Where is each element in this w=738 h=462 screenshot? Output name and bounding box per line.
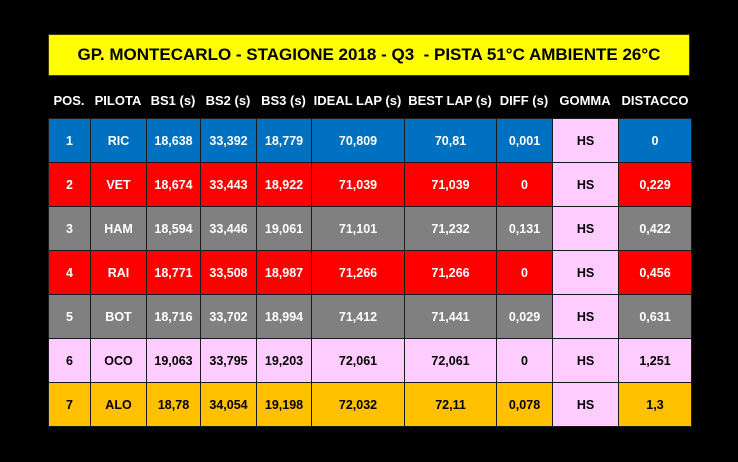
cell-diff: 0,078 (496, 382, 553, 427)
table-row: 1 RIC 18,638 33,392 18,779 70,809 70,81 … (48, 118, 692, 163)
cell-bs2: 33,795 (200, 338, 257, 383)
cell-best-lap: 72,061 (404, 338, 497, 383)
cell-gomma: HS (552, 206, 619, 251)
cell-bs2: 33,508 (200, 250, 257, 295)
cell-pilota: RIC (90, 118, 147, 163)
table-row: 6 OCO 19,063 33,795 19,203 72,061 72,061… (48, 338, 692, 383)
cell-bs2: 33,446 (200, 206, 257, 251)
cell-distacco: 0,456 (618, 250, 692, 295)
cell-gomma: HS (552, 382, 619, 427)
table-row: 5 BOT 18,716 33,702 18,994 71,412 71,441… (48, 294, 692, 339)
cell-bs2: 34,054 (200, 382, 257, 427)
column-header-gomma: GOMMA (559, 93, 611, 108)
cell-ideal-lap: 71,266 (311, 250, 405, 295)
cell-best-lap: 71,232 (404, 206, 497, 251)
qualifying-results-table: 1 RIC 18,638 33,392 18,779 70,809 70,81 … (48, 118, 692, 427)
column-header-row: POS. PILOTA BS1 (s) BS2 (s) BS3 (s) IDEA… (48, 88, 694, 114)
column-header-pos: POS. (53, 93, 85, 108)
cell-pilota: HAM (90, 206, 147, 251)
cell-gomma: HS (552, 338, 619, 383)
cell-bs3: 19,061 (256, 206, 312, 251)
cell-distacco: 1,3 (618, 382, 692, 427)
cell-ideal-lap: 71,039 (311, 162, 405, 207)
cell-diff: 0 (496, 338, 553, 383)
cell-best-lap: 71,441 (404, 294, 497, 339)
cell-bs3: 18,922 (256, 162, 312, 207)
cell-gomma: HS (552, 162, 619, 207)
cell-bs2: 33,443 (200, 162, 257, 207)
cell-best-lap: 72,11 (404, 382, 497, 427)
cell-bs3: 18,994 (256, 294, 312, 339)
cell-bs3: 18,987 (256, 250, 312, 295)
cell-ideal-lap: 72,032 (311, 382, 405, 427)
table-row: 4 RAI 18,771 33,508 18,987 71,266 71,266… (48, 250, 692, 295)
column-header-diff: DIFF (s) (499, 93, 549, 108)
cell-best-lap: 70,81 (404, 118, 497, 163)
cell-pilota: BOT (90, 294, 147, 339)
cell-pos: 1 (48, 118, 91, 163)
table-row: 3 HAM 18,594 33,446 19,061 71,101 71,232… (48, 206, 692, 251)
cell-pilota: RAI (90, 250, 147, 295)
cell-ideal-lap: 71,412 (311, 294, 405, 339)
cell-bs1: 18,638 (146, 118, 201, 163)
cell-pos: 4 (48, 250, 91, 295)
cell-bs1: 18,594 (146, 206, 201, 251)
cell-bs1: 18,674 (146, 162, 201, 207)
cell-best-lap: 71,266 (404, 250, 497, 295)
cell-distacco: 0,422 (618, 206, 692, 251)
column-header-bs1: BS1 (s) (150, 93, 196, 108)
cell-ideal-lap: 70,809 (311, 118, 405, 163)
cell-bs3: 19,198 (256, 382, 312, 427)
cell-distacco: 0,631 (618, 294, 692, 339)
cell-gomma: HS (552, 294, 619, 339)
cell-distacco: 0 (618, 118, 692, 163)
cell-pilota: VET (90, 162, 147, 207)
cell-pilota: OCO (90, 338, 147, 383)
cell-pilota: ALO (90, 382, 147, 427)
cell-best-lap: 71,039 (404, 162, 497, 207)
cell-diff: 0 (496, 162, 553, 207)
cell-bs1: 18,716 (146, 294, 201, 339)
cell-pos: 5 (48, 294, 91, 339)
column-header-bs3: BS3 (s) (261, 93, 306, 108)
cell-bs3: 18,779 (256, 118, 312, 163)
cell-bs1: 18,78 (146, 382, 201, 427)
cell-bs1: 18,771 (146, 250, 201, 295)
cell-bs1: 19,063 (146, 338, 201, 383)
cell-ideal-lap: 71,101 (311, 206, 405, 251)
column-header-bs2: BS2 (s) (205, 93, 251, 108)
cell-bs2: 33,702 (200, 294, 257, 339)
table-row: 2 VET 18,674 33,443 18,922 71,039 71,039… (48, 162, 692, 207)
cell-distacco: 1,251 (618, 338, 692, 383)
cell-bs2: 33,392 (200, 118, 257, 163)
table-row: 7 ALO 18,78 34,054 19,198 72,032 72,11 0… (48, 382, 692, 427)
cell-gomma: HS (552, 118, 619, 163)
cell-diff: 0 (496, 250, 553, 295)
column-header-distacco: DISTACCO (621, 93, 689, 108)
cell-diff: 0,029 (496, 294, 553, 339)
cell-ideal-lap: 72,061 (311, 338, 405, 383)
cell-distacco: 0,229 (618, 162, 692, 207)
cell-pos: 6 (48, 338, 91, 383)
cell-bs3: 19,203 (256, 338, 312, 383)
cell-diff: 0,001 (496, 118, 553, 163)
cell-gomma: HS (552, 250, 619, 295)
column-header-pilota: PILOTA (94, 93, 142, 108)
column-header-best-lap: BEST LAP (s) (408, 93, 492, 108)
cell-pos: 3 (48, 206, 91, 251)
page-title: GP. MONTECARLO - STAGIONE 2018 - Q3 - PI… (48, 34, 690, 76)
cell-pos: 2 (48, 162, 91, 207)
cell-pos: 7 (48, 382, 91, 427)
column-header-ideal-lap: IDEAL LAP (s) (313, 93, 402, 108)
cell-diff: 0,131 (496, 206, 553, 251)
